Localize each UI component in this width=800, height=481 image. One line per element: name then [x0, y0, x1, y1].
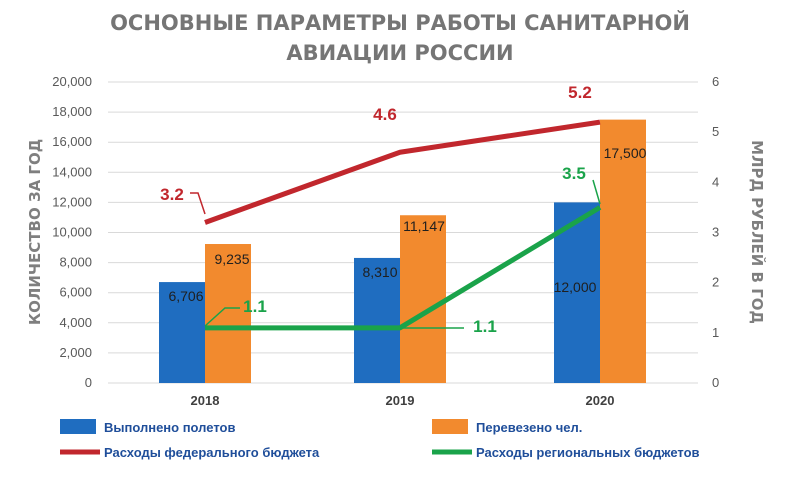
y-tick-label: 2,000 [59, 345, 92, 360]
lines: 3.2 4.6 5.2 1.1 1.1 3.5 [160, 83, 602, 336]
y2-tick-label: 4 [712, 174, 719, 189]
bar [354, 257, 400, 383]
y2-tick-label: 2 [712, 275, 719, 290]
y2-tick-label: 5 [712, 124, 719, 139]
series-line [204, 119, 601, 225]
y-tick-label: 18,000 [52, 104, 92, 119]
bar-data-label: 11,147 [403, 218, 445, 234]
bar-data-label: 12,000 [554, 279, 597, 295]
left-axis-ticks: 0 2,000 4,000 6,000 8,000 10,000 12,000 14,000 1… [52, 74, 92, 390]
bars: 6,706 8,310 12,000 9,235 11,147 17,500 [159, 119, 647, 383]
bar [400, 215, 446, 383]
y-tick-label: 10,000 [52, 225, 92, 240]
y-tick-label: 0 [85, 375, 92, 390]
x-tick-label: 2018 [191, 393, 220, 408]
bar [600, 119, 646, 383]
y2-tick-label: 1 [712, 325, 719, 340]
legend-label: Перевезено чел. [476, 420, 582, 435]
y2-tick-label: 6 [712, 74, 719, 89]
y2-tick-label: 3 [712, 225, 719, 240]
y-tick-label: 16,000 [52, 134, 92, 149]
y2-axis-title: МЛРД РУБЛЕЙ В ГОД [748, 140, 767, 324]
right-axis-ticks: 0 1 2 3 4 5 6 [712, 74, 719, 390]
chart-title-line-1: ОСНОВНЫЕ ПАРАМЕТРЫ РАБОТЫ САНИТАРНОЙ [110, 10, 690, 35]
leader-line [592, 179, 601, 205]
legend-label: Расходы федерального бюджета [104, 445, 320, 460]
legend-label: Выполнено полетов [104, 420, 235, 435]
legend-swatch [432, 419, 468, 434]
line-data-label: 1.1 [243, 297, 267, 316]
legend-label: Расходы региональных бюджетов [476, 445, 700, 460]
leader-line [190, 192, 206, 215]
line-data-label: 4.6 [373, 105, 397, 124]
y-tick-label: 8,000 [59, 255, 92, 270]
y-tick-label: 12,000 [52, 194, 92, 209]
legend-swatch [60, 419, 96, 434]
line-data-label: 5.2 [568, 83, 592, 102]
y2-tick-label: 0 [712, 375, 719, 390]
bar-data-label: 6,706 [168, 288, 203, 304]
line-data-label: 1.1 [473, 317, 497, 336]
bar-data-label: 17,500 [604, 145, 647, 161]
y-tick-label: 20,000 [52, 74, 92, 89]
y-tick-label: 14,000 [52, 164, 92, 179]
bar-data-label: 9,235 [214, 251, 249, 267]
line-data-label: 3.2 [160, 185, 184, 204]
line-data-label: 3.5 [562, 164, 586, 183]
y-axis-title: КОЛИЧЕСТВО ЗА ГОД [26, 139, 44, 325]
x-axis-ticks: 2018 2019 2020 [191, 393, 615, 408]
bar [205, 244, 251, 383]
leader-line [204, 307, 240, 327]
x-tick-label: 2020 [586, 393, 615, 408]
bar [159, 282, 205, 383]
bar-data-label: 8,310 [362, 264, 397, 280]
x-tick-label: 2019 [386, 393, 415, 408]
y-tick-label: 4,000 [59, 315, 92, 330]
legend: Выполнено полетов Перевезено чел. Расходы … [60, 419, 700, 460]
y-tick-label: 6,000 [59, 285, 92, 300]
chart-title-line-2: АВИАЦИИ РОССИИ [286, 41, 513, 65]
